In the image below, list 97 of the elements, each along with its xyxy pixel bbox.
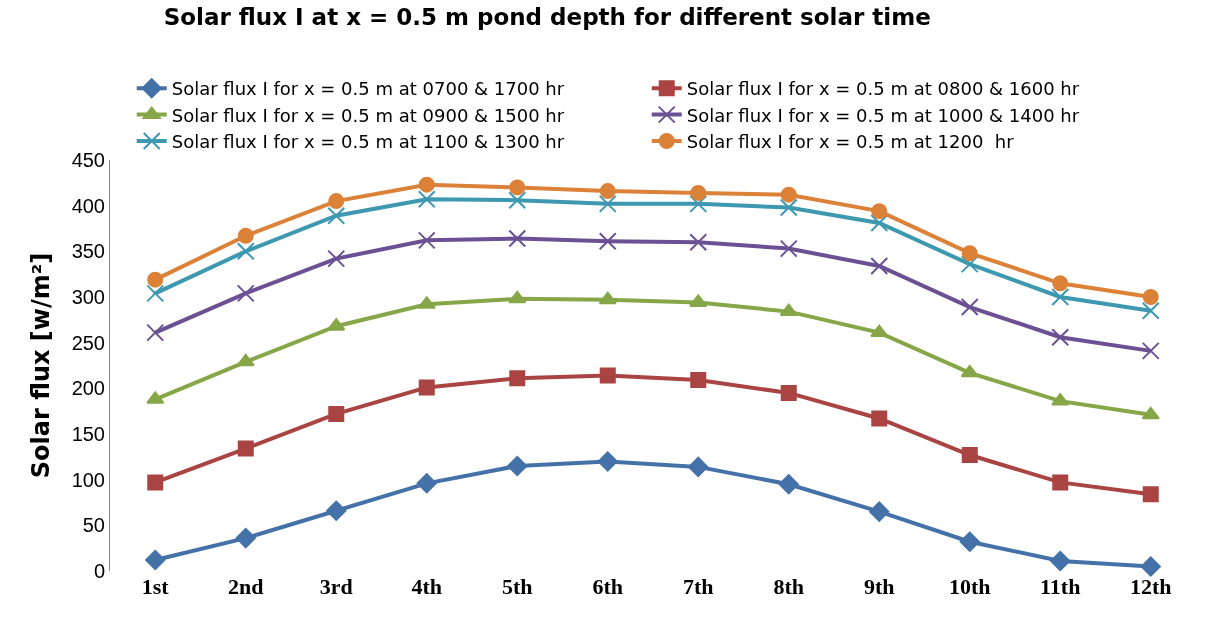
legend-label: Solar flux I for x = 0.5 m at 0700 & 1700 hr: [171, 78, 565, 100]
point: [959, 531, 980, 552]
y-tick-label: 300: [71, 286, 105, 308]
y-tick-label: 400: [71, 194, 105, 217]
point: [508, 191, 527, 210]
point: [1140, 556, 1161, 577]
legend-label: Solar flux I for x = 0.5 m at 0800 & 1600 hr: [686, 78, 1080, 100]
point: [236, 242, 255, 261]
point: [961, 447, 978, 464]
x-tick-label: 2nd: [228, 574, 264, 599]
point: [869, 501, 890, 522]
point: [237, 227, 254, 244]
legend-label: Solar flux I for x = 0.5 m at 1200 hr: [686, 131, 1015, 153]
point: [508, 290, 527, 304]
point: [236, 284, 255, 303]
point: [960, 298, 979, 317]
point: [507, 455, 528, 477]
y-tick-label: 350: [71, 240, 105, 263]
point: [871, 203, 888, 220]
point: [1141, 341, 1160, 360]
point: [1141, 406, 1160, 420]
point: [145, 549, 166, 571]
point: [598, 232, 617, 251]
x-tick-label: 1st: [141, 574, 170, 599]
point: [1050, 550, 1071, 572]
x-tick-label: 8th: [773, 574, 805, 599]
point: [509, 179, 526, 196]
point: [235, 528, 256, 549]
point: [599, 367, 616, 384]
point: [870, 214, 889, 233]
point: [780, 186, 797, 203]
point: [1051, 328, 1070, 347]
y-tick-label: 150: [71, 423, 105, 445]
point: [146, 323, 165, 342]
point: [509, 370, 526, 387]
y-tick-label: 250: [71, 331, 105, 354]
point: [597, 451, 618, 472]
point: [961, 245, 978, 262]
point: [689, 194, 708, 213]
point: [779, 303, 798, 317]
point: [780, 384, 797, 401]
point: [1051, 288, 1070, 306]
point: [416, 473, 437, 494]
legend-label: Solar flux I for x = 0.5 m at 0900 & 1500 hr: [171, 104, 565, 126]
x-tick-label: 9th: [863, 574, 895, 599]
x-tick-label: 4th: [411, 574, 443, 599]
y-tick-label: 0: [93, 560, 105, 582]
x-tick-label: 12th: [1129, 574, 1172, 599]
point: [327, 249, 346, 268]
point: [960, 364, 979, 378]
point: [598, 194, 617, 213]
point: [326, 500, 347, 521]
point: [1052, 474, 1069, 491]
point: [417, 231, 436, 250]
point: [236, 353, 255, 367]
y-axis-title: Solar flux [w/m²]: [26, 252, 55, 479]
x-tick-label: 5th: [501, 574, 533, 599]
point: [778, 474, 799, 495]
x-tick-label: 3rd: [319, 574, 353, 599]
point: [779, 239, 798, 258]
point: [690, 372, 707, 389]
point: [418, 176, 435, 193]
legend-label: Solar flux I for x = 0.5 m at 1000 & 1400 hr: [686, 104, 1080, 126]
point: [688, 456, 709, 477]
point: [779, 198, 798, 217]
point: [417, 190, 436, 209]
x-tick-label: 11th: [1040, 574, 1081, 599]
point: [598, 291, 617, 305]
point: [599, 183, 616, 200]
point: [237, 440, 254, 457]
y-tick-label: 450: [71, 149, 105, 171]
point: [328, 405, 345, 422]
x-tick-label: 7th: [682, 574, 714, 599]
point: [960, 255, 979, 274]
point: [508, 229, 527, 248]
point: [418, 379, 435, 396]
point: [1142, 289, 1159, 305]
point: [147, 271, 164, 288]
point: [327, 206, 346, 225]
point: [147, 474, 164, 491]
point: [690, 184, 707, 201]
point: [328, 193, 345, 210]
y-tick-label: 50: [82, 514, 105, 537]
point: [1052, 275, 1069, 292]
point: [689, 233, 708, 252]
x-tick-label: 6th: [592, 574, 624, 599]
chart-title: Solar flux I at x = 0.5 m pond depth for different solar time: [163, 4, 931, 31]
legend-label: Solar flux I for x = 0.5 m at 1100 & 1300 hr: [171, 131, 565, 153]
point: [870, 256, 889, 275]
x-tick-label: 10th: [948, 574, 991, 599]
point: [1142, 486, 1159, 503]
point: [1141, 301, 1160, 320]
y-tick-label: 200: [71, 377, 105, 400]
point: [870, 324, 889, 338]
point: [871, 410, 888, 427]
point: [146, 284, 165, 303]
y-tick-label: 100: [71, 468, 105, 491]
